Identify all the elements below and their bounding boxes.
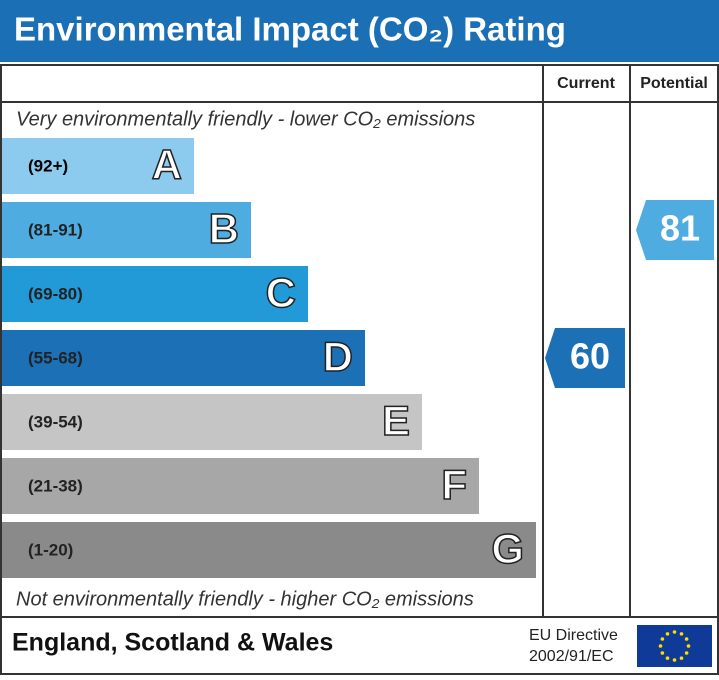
star	[684, 637, 689, 641]
band-letter: B	[209, 205, 239, 252]
star	[672, 630, 677, 634]
eu-flag	[637, 625, 712, 667]
band-range: (39-54)	[28, 412, 83, 431]
band-letter: E	[382, 397, 410, 444]
band-bar	[2, 266, 308, 322]
band-bar	[2, 394, 422, 450]
star	[679, 632, 684, 636]
band-bar	[2, 330, 365, 386]
star	[660, 651, 665, 655]
star	[660, 637, 665, 641]
rating-value: 81	[660, 208, 700, 249]
current-header: Current	[557, 75, 615, 92]
potential-header: Potential	[640, 75, 708, 92]
band-letter: F	[441, 461, 467, 508]
star	[679, 656, 684, 660]
band-bar	[2, 522, 536, 578]
rating-arrow	[545, 328, 625, 388]
star	[684, 651, 689, 655]
star	[665, 632, 670, 636]
band-range: (21-38)	[28, 476, 83, 495]
star	[672, 658, 677, 662]
region: England, Scotland & Wales	[12, 629, 333, 657]
directive: 2002/91/EC	[529, 648, 614, 665]
band-bar	[2, 202, 251, 258]
star	[658, 644, 663, 648]
band-range: (55-68)	[28, 348, 83, 367]
band-letter: D	[323, 333, 353, 380]
bottom-note: Not environmentally friendly - higher CO…	[16, 588, 474, 610]
star	[686, 644, 691, 648]
band-range: (92+)	[28, 156, 68, 175]
rating-arrow	[636, 200, 714, 260]
title: Environmental Impact (CO₂) Rating	[14, 11, 566, 48]
title-bar	[0, 0, 719, 62]
band-letter: C	[266, 269, 296, 316]
band-range: (1-20)	[28, 540, 73, 559]
band-range: (69-80)	[28, 284, 83, 303]
band-letter: G	[491, 525, 524, 572]
directive: EU Directive	[529, 627, 618, 644]
top-note: Very environmentally friendly - lower CO…	[16, 108, 475, 130]
band-bar	[2, 138, 194, 194]
band-bar	[2, 458, 479, 514]
star	[665, 656, 670, 660]
band-range: (81-91)	[28, 220, 83, 239]
rating-value: 60	[570, 336, 610, 377]
band-letter: A	[152, 141, 182, 188]
